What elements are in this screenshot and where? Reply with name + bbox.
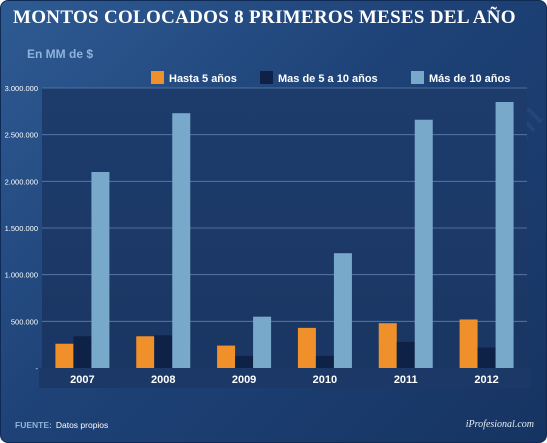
bar-mas-de-10-2012 <box>495 102 514 368</box>
legend-swatch <box>411 71 424 84</box>
bar-de-5-a-10-2011 <box>396 341 415 368</box>
bar-hasta-5-2007 <box>55 343 74 368</box>
legend-swatch <box>260 71 273 84</box>
bar-mas-de-10-2007 <box>91 172 110 368</box>
y-tick-label: 1.000.000 <box>5 271 38 280</box>
bar-de-5-a-10-2012 <box>477 347 496 368</box>
bars <box>55 102 514 368</box>
bar-hasta-5-2008 <box>136 336 155 368</box>
y-tick-label: - <box>36 364 39 373</box>
bar-hasta-5-2009 <box>217 345 236 368</box>
bar-hasta-5-2010 <box>297 327 316 368</box>
legend: Hasta 5 años Mas de 5 a 10 años Más de 10 … <box>151 71 510 85</box>
bar-mas-de-10-2011 <box>414 119 433 368</box>
x-tick-label: 2012 <box>474 374 498 386</box>
bar-de-5-a-10-2010 <box>315 355 334 368</box>
legend-label: Hasta 5 años <box>169 73 237 85</box>
x-tick-label: 2011 <box>394 374 418 386</box>
legend-label: Mas de 5 a 10 años <box>278 73 378 85</box>
x-tick-label: 2009 <box>232 374 256 386</box>
bar-de-5-a-10-2009 <box>235 355 254 368</box>
y-tick-label: 2.500.000 <box>5 131 38 140</box>
bar-hasta-5-2011 <box>378 323 397 368</box>
y-axis: - 500.000 1.000.000 1.500.000 2.000.000 2.500… <box>5 84 39 373</box>
y-tick-label: 3.000.000 <box>5 84 38 93</box>
legend-swatch <box>151 71 164 84</box>
y-tick-label: 500.000 <box>11 317 38 326</box>
bar-hasta-5-2012 <box>459 319 478 368</box>
x-axis: 2007 2008 2009 2010 2011 2012 <box>70 374 499 386</box>
x-tick-label: 2010 <box>313 374 337 386</box>
bar-mas-de-10-2010 <box>333 253 352 368</box>
bar-de-5-a-10-2007 <box>73 336 92 368</box>
bar-de-5-a-10-2008 <box>154 335 173 368</box>
y-tick-label: 1.500.000 <box>5 224 38 233</box>
unit-label: En MM de $ <box>27 47 94 61</box>
x-tick-label: 2008 <box>151 374 175 386</box>
brand-logo: iProfesional.com <box>465 419 534 430</box>
source-label: FUENTE: <box>15 420 52 430</box>
x-tick-label: 2007 <box>70 374 94 386</box>
bar-mas-de-10-2008 <box>172 113 191 368</box>
bar-mas-de-10-2009 <box>253 316 272 368</box>
y-tick-label: 2.000.000 <box>5 177 38 186</box>
gridlines <box>42 87 527 322</box>
chart-title: MONTOS COLOCADOS 8 PRIMEROS MESES DEL AÑ… <box>13 7 516 28</box>
legend-label: Más de 10 años <box>429 73 510 85</box>
x-axis-band <box>39 368 530 388</box>
source-note: FUENTE: Datos propios <box>15 420 108 430</box>
source-text: Datos propios <box>55 420 109 430</box>
